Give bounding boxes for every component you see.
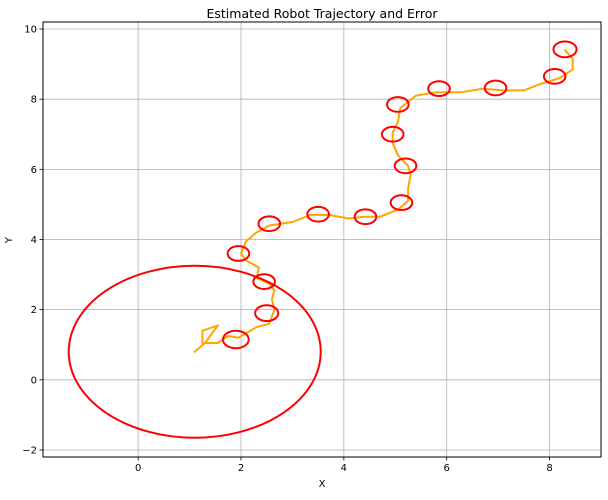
error-ellipse	[386, 96, 410, 113]
error-ellipse	[542, 68, 567, 85]
x-tick-label: 4	[341, 463, 347, 474]
x-tick-label: 0	[135, 463, 141, 474]
error-ellipse	[427, 80, 451, 98]
error-ellipse	[254, 304, 280, 323]
x-tick-label: 6	[444, 463, 450, 474]
y-tick-label: 8	[31, 95, 37, 106]
plot-area	[67, 40, 578, 439]
y-axis-label: Y	[4, 236, 15, 244]
x-axis-label: X	[319, 479, 326, 490]
error-ellipse	[67, 264, 322, 439]
y-tick-label: 4	[31, 235, 37, 246]
error-ellipse	[353, 208, 378, 226]
error-ellipse	[552, 40, 578, 59]
x-tick-label: 8	[546, 463, 552, 474]
error-ellipse	[483, 79, 508, 97]
error-ellipse	[226, 245, 251, 262]
error-ellipse	[393, 157, 418, 175]
error-ellipse	[389, 194, 414, 212]
y-tick-label: 2	[31, 305, 37, 316]
y-tick-label: 6	[31, 165, 37, 176]
y-tick-label: 0	[31, 375, 37, 386]
error-ellipse	[306, 205, 330, 223]
error-ellipse	[257, 215, 282, 233]
error-ellipse	[380, 125, 405, 143]
error-ellipse	[222, 329, 250, 350]
y-tick-label: 10	[24, 25, 37, 36]
trajectory-line	[193, 49, 574, 353]
grid-lines	[43, 22, 601, 457]
x-tick-label: 2	[238, 463, 244, 474]
chart-title: Estimated Robot Trajectory and Error	[207, 6, 439, 21]
y-tick-label: −2	[22, 445, 37, 456]
axis-ticks: 0 2 4 6 8 −2 0 2 4 6 8 10	[22, 25, 553, 474]
error-ellipse	[252, 273, 276, 290]
